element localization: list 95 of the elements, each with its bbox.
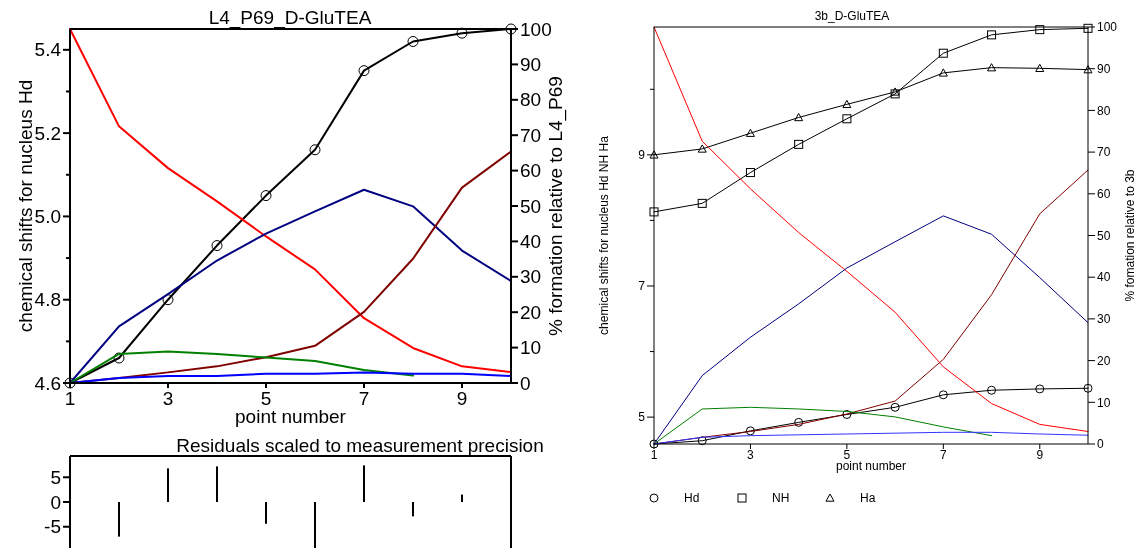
y2-tick-label: 100 xyxy=(520,18,552,40)
y2-tick-label: 80 xyxy=(1097,103,1111,118)
y2-tick-label: 10 xyxy=(520,337,542,359)
point xyxy=(1035,63,1045,73)
y2-tick-label: 50 xyxy=(1097,228,1111,243)
point xyxy=(842,99,852,109)
x-tick-label: 3 xyxy=(747,448,755,462)
point xyxy=(890,402,900,412)
point xyxy=(842,410,852,419)
point xyxy=(938,390,948,400)
y2-tick-label: 60 xyxy=(1097,187,1111,201)
y2-tick-label: 10 xyxy=(1097,395,1111,410)
y-tick-label: 4.8 xyxy=(34,289,61,311)
point xyxy=(113,352,125,364)
x-tick-label: 5 xyxy=(260,388,272,409)
y2-axis-title: % formation relative to L4_P69 xyxy=(545,76,567,336)
y2-tick-label: 30 xyxy=(1097,312,1111,327)
bar xyxy=(461,494,463,503)
chart-title: Residuals scaled to measurement precision xyxy=(176,435,544,456)
y-tick-label: 5 xyxy=(638,410,646,425)
y2-tick-label: 20 xyxy=(1097,353,1111,368)
point xyxy=(987,63,997,72)
point xyxy=(794,139,804,149)
y2-tick-label: 70 xyxy=(520,124,542,146)
y2-tick-label: 30 xyxy=(520,266,542,288)
point xyxy=(794,417,804,427)
y2-tick-label: 0 xyxy=(520,372,531,394)
y2-tick-label: 20 xyxy=(520,301,542,323)
y-tick-label: 7 xyxy=(638,279,646,294)
point xyxy=(987,30,997,40)
chart-title: 3b_D-GluTEA xyxy=(814,9,890,23)
y2-tick-label: 90 xyxy=(520,54,542,76)
x-tick-label: 7 xyxy=(358,388,370,409)
bar xyxy=(118,502,120,537)
point xyxy=(358,65,370,77)
point xyxy=(794,112,804,122)
point xyxy=(211,240,223,252)
y2-axis-title: % fomation relative to 3b xyxy=(1123,169,1137,302)
y-axis-title: chemical shifts for nucleus Hd NH Ha xyxy=(597,135,611,335)
y2-tick-label: 40 xyxy=(1097,270,1111,285)
point xyxy=(842,114,852,124)
point xyxy=(1035,384,1045,394)
x-tick-label: 9 xyxy=(456,388,468,409)
bar xyxy=(167,468,169,503)
legend-label: Hd xyxy=(684,491,700,505)
bar xyxy=(265,502,267,524)
x-tick-label: 1 xyxy=(64,388,76,409)
point xyxy=(456,27,468,39)
x-axis-title: point number xyxy=(235,406,347,427)
bar xyxy=(412,502,414,517)
y-axis-title: chemical shifts for nucleus Hd xyxy=(15,79,36,333)
y2-tick-label: 50 xyxy=(520,195,542,217)
legend-label: Ha xyxy=(860,491,876,505)
y2-tick-label: 0 xyxy=(1097,437,1104,452)
legend-label: NH xyxy=(772,491,790,505)
point xyxy=(745,128,755,137)
bar xyxy=(216,466,218,503)
bar xyxy=(314,502,316,548)
point xyxy=(938,68,948,77)
point xyxy=(745,168,755,178)
y2-tick-label: 90 xyxy=(1097,61,1111,76)
y2-tick-label: 80 xyxy=(520,89,542,111)
x-tick-label: 7 xyxy=(939,448,947,462)
bar xyxy=(363,465,365,503)
y-tick-label: 5.0 xyxy=(34,206,61,228)
y2-tick-label: 70 xyxy=(1097,145,1111,160)
x-tick-label: 3 xyxy=(162,388,174,409)
point xyxy=(745,426,755,436)
point xyxy=(407,35,419,47)
point xyxy=(697,144,707,153)
y-tick-label: 5 xyxy=(50,466,61,488)
y-tick-label: 5.4 xyxy=(34,39,62,61)
y-tick-label: 9 xyxy=(638,148,646,163)
x-tick-label: 5 xyxy=(843,448,851,462)
x-tick-label: 1 xyxy=(650,448,658,462)
y2-tick-label: 40 xyxy=(520,231,542,253)
point xyxy=(309,144,321,156)
x-tick-label: 9 xyxy=(1036,448,1044,462)
y-tick-label: 4.6 xyxy=(34,372,61,394)
y-tick-label: -5 xyxy=(44,516,61,538)
y-tick-label: 5.2 xyxy=(34,122,61,144)
point xyxy=(1035,25,1045,35)
y2-tick-label: 100 xyxy=(1097,20,1118,35)
y2-tick-label: 60 xyxy=(520,160,542,182)
point xyxy=(260,190,272,202)
point xyxy=(162,294,174,306)
point xyxy=(938,48,948,58)
point xyxy=(987,385,997,395)
y-tick-label: 0 xyxy=(50,491,61,513)
point xyxy=(1083,383,1093,393)
point xyxy=(649,207,659,217)
x-axis-title: point number xyxy=(835,459,907,473)
chart-title: L4_P69_D-GluTEA xyxy=(208,7,372,29)
point xyxy=(697,198,707,208)
point xyxy=(697,436,707,446)
